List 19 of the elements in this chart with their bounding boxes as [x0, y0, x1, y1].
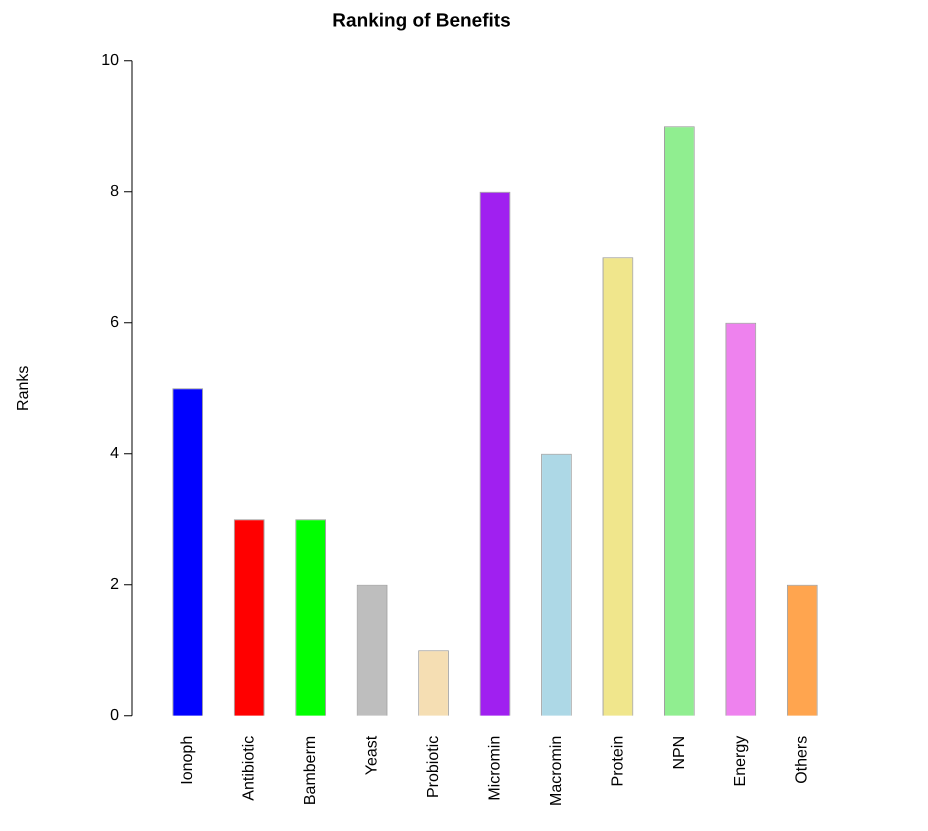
- y-axis-title: Ranks: [15, 366, 32, 411]
- x-tick-label: Others: [794, 736, 811, 784]
- chart-title: Ranking of Benefits: [332, 10, 511, 32]
- y-tick-label: 2: [110, 576, 120, 594]
- x-tick-label: Ionoph: [179, 736, 196, 785]
- y-tick-label: 8: [110, 183, 120, 200]
- x-tick-label: NPN: [670, 736, 688, 770]
- x-tick-label: Antibiotic: [240, 736, 258, 801]
- x-tick-label: Yeast: [363, 735, 380, 776]
- y-tick-label: 6: [110, 314, 120, 332]
- x-tick-label: Macromin: [548, 736, 565, 806]
- x-tick-label: Energy: [732, 736, 750, 786]
- x-tick-label: Probiotic: [424, 736, 442, 798]
- y-tick-label: 4: [110, 445, 120, 462]
- x-tick-label: Bamberm: [302, 736, 320, 806]
- x-tick-label: Micromin: [486, 736, 504, 801]
- x-tick-label: Protein: [609, 736, 626, 786]
- y-tick-label: 0: [110, 707, 120, 724]
- y-tick-label: 10: [101, 52, 120, 70]
